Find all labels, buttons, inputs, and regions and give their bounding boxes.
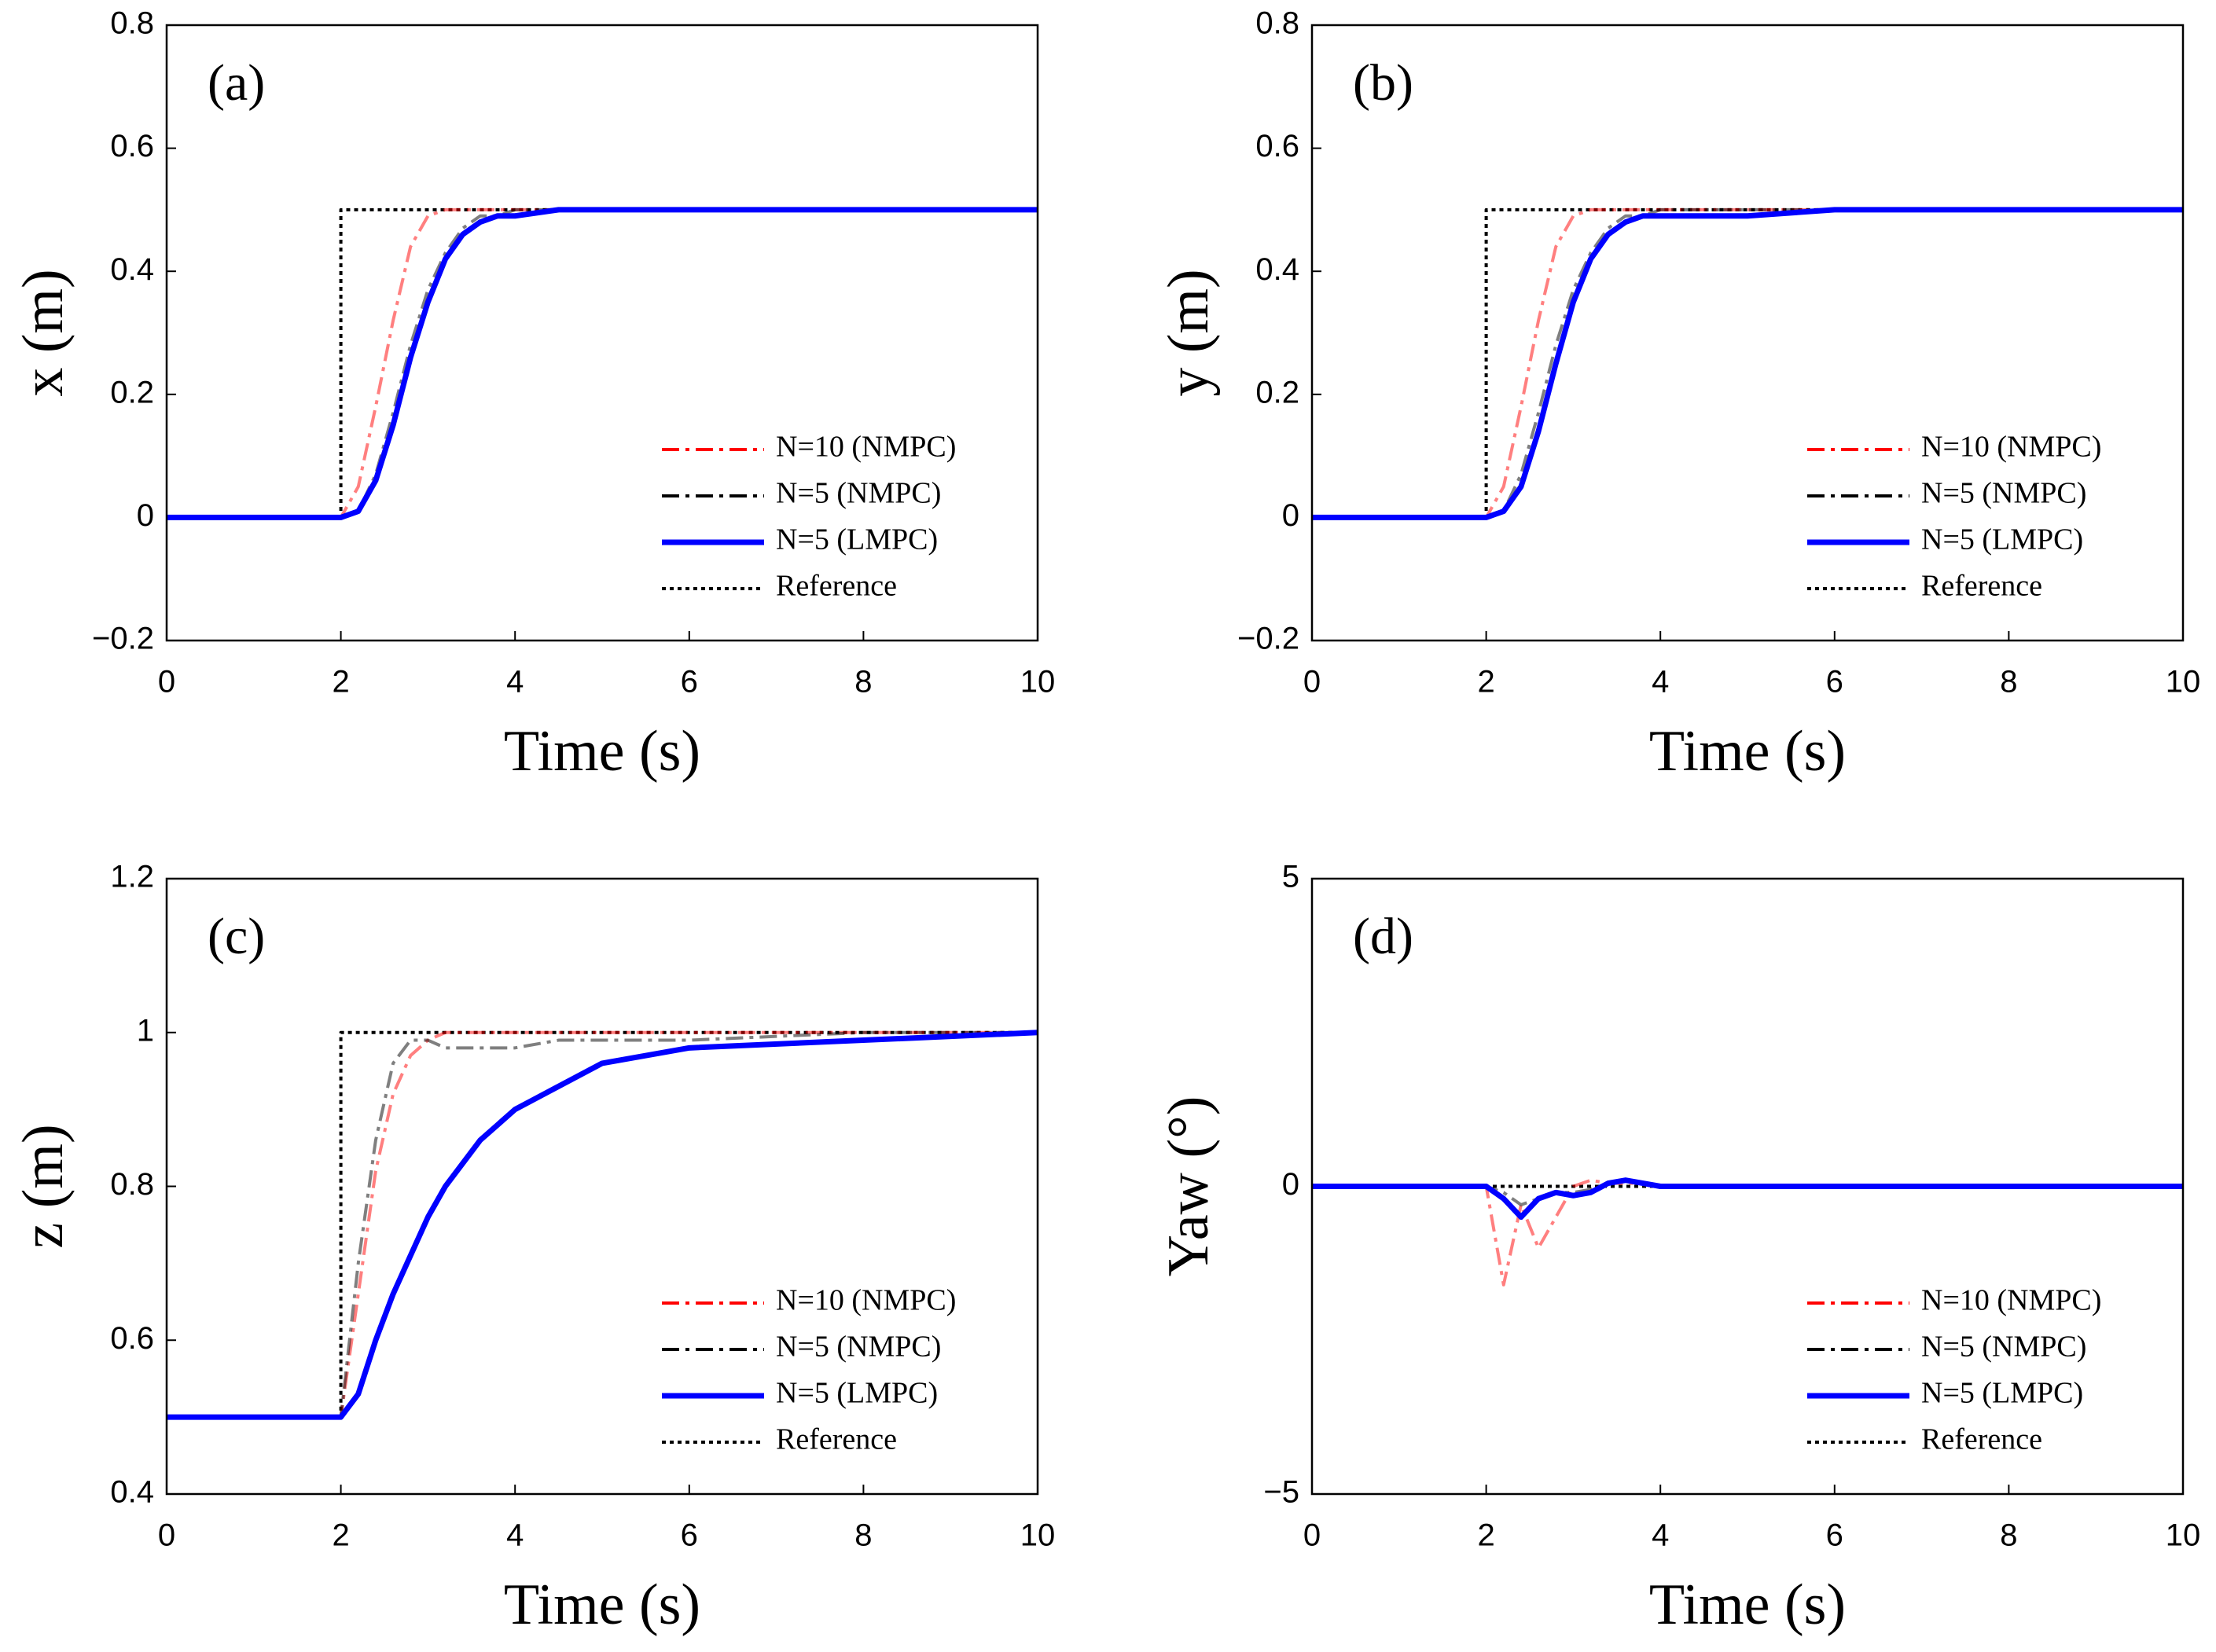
y-tick-label: 0 [137, 498, 154, 533]
legend-label: N=5 (LMPC) [1921, 523, 2083, 556]
x-axis-label: Time (s) [504, 719, 700, 784]
legend-label: N=10 (NMPC) [776, 1284, 956, 1317]
series-line [1312, 207, 2183, 520]
legend-label: Reference [776, 1423, 897, 1456]
series-line [167, 1030, 1038, 1419]
plot-area [167, 25, 1038, 641]
y-tick-label: 0 [1282, 498, 1299, 533]
series-line [1312, 1177, 2183, 1221]
y-tick-label: 1 [137, 1013, 154, 1048]
plot-lines [1312, 207, 2183, 520]
y-tick-label: 0.8 [1255, 6, 1299, 41]
legend-label: N=5 (LMPC) [776, 523, 938, 556]
y-tick-label: 0.8 [110, 1167, 154, 1202]
plot-area [167, 879, 1038, 1494]
axes-frame [1310, 877, 2185, 1496]
x-tick-label: 0 [1303, 665, 1321, 699]
panel-label: (b) [1353, 54, 1413, 112]
panel-label: (d) [1353, 908, 1413, 965]
y-tick-label: 0.6 [110, 129, 154, 163]
y-tick-label: 0.4 [110, 252, 154, 287]
y-axis-label: z (m) [11, 1124, 75, 1248]
x-tick-label: 2 [1477, 1518, 1494, 1553]
y-tick-label: 0.2 [1255, 375, 1299, 409]
x-tick-label: 6 [681, 1518, 698, 1553]
x-tick-label: 2 [332, 1518, 349, 1553]
y-tick-label: 0.8 [110, 6, 154, 41]
y-tick-label: 0.4 [1255, 252, 1299, 287]
x-tick-label: 10 [2166, 665, 2201, 699]
y-tick-label: 0.2 [110, 375, 154, 409]
legend-label: N=5 (NMPC) [776, 1331, 941, 1364]
series-line [167, 1030, 1038, 1419]
plot-lines [1312, 1177, 2183, 1287]
y-axis-label: y (m) [1156, 269, 1221, 396]
x-tick-label: 4 [506, 1518, 524, 1553]
x-axis-label: Time (s) [1649, 719, 1846, 784]
legend-label: N=10 (NMPC) [776, 431, 956, 464]
legend-label: Reference [1921, 1423, 2042, 1456]
x-tick-label: 10 [2166, 1518, 2201, 1553]
x-tick-label: 0 [158, 1518, 175, 1553]
x-axis-label: Time (s) [1649, 1573, 1846, 1637]
x-tick-label: 6 [681, 665, 698, 699]
legend-label: N=5 (NMPC) [1921, 1331, 2086, 1364]
y-tick-label: −5 [1263, 1475, 1299, 1510]
series-line [167, 1030, 1038, 1420]
legend-label: N=5 (LMPC) [776, 1377, 938, 1410]
x-tick-label: 10 [1020, 1518, 1056, 1553]
x-tick-label: 2 [332, 665, 349, 699]
y-tick-label: 5 [1282, 860, 1299, 894]
legend-label: N=10 (NMPC) [1921, 431, 2101, 464]
legend-label: N=5 (NMPC) [776, 477, 941, 510]
x-tick-label: 4 [1652, 665, 1669, 699]
y-axis-label: x (m) [11, 269, 75, 396]
legend-label: Reference [776, 570, 897, 603]
y-axis-label: Yaw (°) [1156, 1096, 1221, 1277]
legend-label: N=5 (NMPC) [1921, 477, 2086, 510]
x-tick-label: 0 [158, 665, 175, 699]
y-tick-label: 0.4 [110, 1475, 154, 1510]
x-tick-label: 8 [854, 1518, 872, 1553]
plot-lines [167, 207, 1038, 520]
y-tick-label: 0.6 [110, 1321, 154, 1356]
legend-label: N=5 (LMPC) [1921, 1377, 2083, 1410]
x-tick-label: 8 [2000, 665, 2017, 699]
y-tick-label: −0.2 [1237, 622, 1299, 656]
x-tick-label: 8 [854, 665, 872, 699]
x-tick-label: 8 [2000, 1518, 2017, 1553]
series-line [1312, 207, 2183, 519]
series-line [167, 207, 1038, 519]
x-tick-label: 0 [1303, 1518, 1321, 1553]
y-tick-label: 0 [1282, 1167, 1299, 1202]
legend-label: Reference [1921, 570, 2042, 603]
series-line [1312, 207, 2183, 519]
series-line [167, 207, 1038, 520]
panel-label: (c) [208, 908, 265, 965]
plot-lines [167, 1030, 1038, 1420]
x-tick-label: 4 [1652, 1518, 1669, 1553]
y-tick-label: −0.2 [92, 622, 154, 656]
plot-area [1312, 25, 2183, 641]
axes-frame [165, 24, 1039, 642]
x-tick-label: 2 [1477, 665, 1494, 699]
x-tick-label: 6 [1826, 665, 1843, 699]
axes-frame [165, 877, 1039, 1496]
y-tick-label: 0.6 [1255, 129, 1299, 163]
x-tick-label: 6 [1826, 1518, 1843, 1553]
x-tick-label: 10 [1020, 665, 1056, 699]
legend-label: N=10 (NMPC) [1921, 1284, 2101, 1317]
axes-frame [1310, 24, 2185, 642]
x-tick-label: 4 [506, 665, 524, 699]
y-tick-label: 1.2 [110, 860, 154, 894]
x-axis-label: Time (s) [504, 1573, 700, 1637]
series-line [1312, 1178, 2183, 1287]
panel-label: (a) [208, 54, 265, 112]
